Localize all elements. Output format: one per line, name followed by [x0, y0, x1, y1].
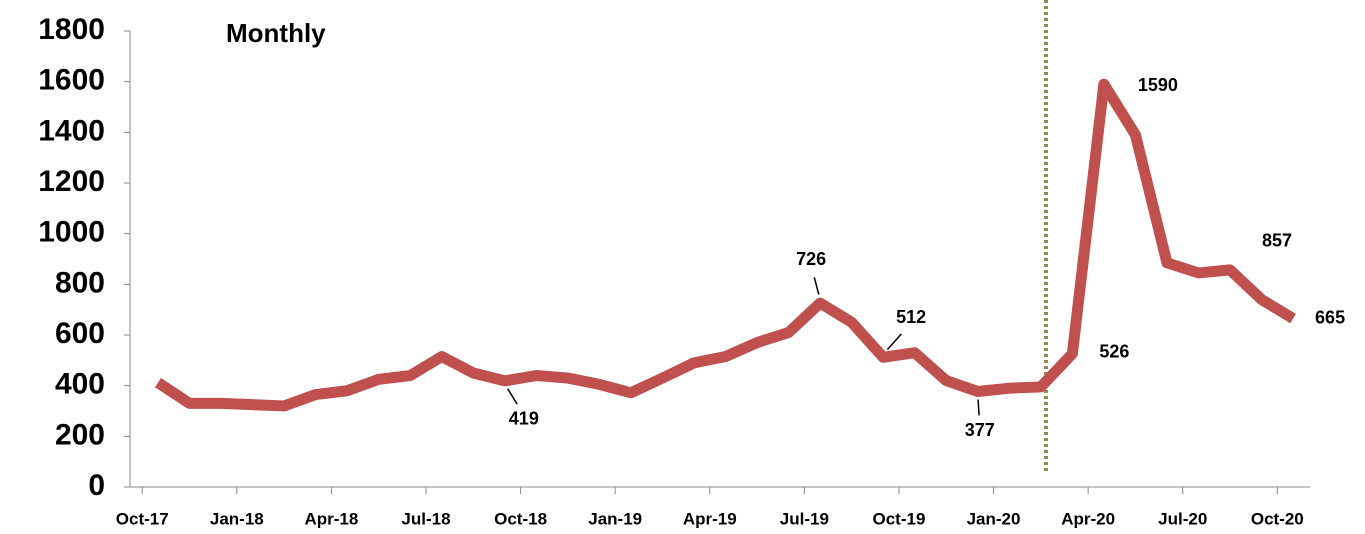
- line-series: [154, 78, 1296, 412]
- data-label: 857: [1262, 231, 1292, 251]
- leader-line: [886, 333, 902, 350]
- x-tick-label: Jan-18: [210, 509, 264, 528]
- y-tick-label: 1000: [38, 216, 105, 249]
- y-tick-label: 1600: [38, 64, 105, 97]
- data-label: 419: [509, 409, 539, 429]
- y-tick-label: 400: [55, 368, 105, 401]
- x-tick-label: Jan-20: [967, 509, 1021, 528]
- y-tick-label: 1200: [38, 165, 105, 198]
- y-tick-label: 1800: [38, 13, 105, 46]
- leader-line: [813, 277, 820, 295]
- data-label: 726: [796, 249, 826, 269]
- y-tick-label: 600: [55, 317, 105, 350]
- y-tick-label: 200: [55, 418, 105, 451]
- y-tick-label: 1400: [38, 114, 105, 147]
- x-tick-label: Apr-19: [683, 509, 737, 528]
- data-label: 512: [896, 307, 926, 327]
- x-tick-label: Apr-20: [1061, 509, 1115, 528]
- annotation: Monthly: [226, 18, 326, 48]
- x-tick-label: Jul-20: [1158, 509, 1207, 528]
- x-tick-label: Apr-18: [304, 509, 358, 528]
- x-tick-label: Jul-18: [401, 509, 450, 528]
- x-tick-label: Oct-19: [872, 509, 925, 528]
- x-tick-label: Jul-19: [780, 509, 829, 528]
- x-tick-label: Oct-18: [494, 509, 547, 528]
- data-label: 526: [1099, 341, 1129, 361]
- x-tick-label: Oct-20: [1251, 509, 1304, 528]
- leader-line: [977, 399, 980, 416]
- y-tick-label: 800: [55, 266, 105, 299]
- x-tick-label: Oct-17: [116, 509, 169, 528]
- y-tick-label: 0: [88, 469, 105, 502]
- data-label: 377: [965, 420, 995, 440]
- x-tick-label: Jan-19: [588, 509, 642, 528]
- leader-line: [507, 388, 518, 405]
- data-label: 665: [1315, 307, 1345, 327]
- data-label: 1590: [1138, 75, 1178, 95]
